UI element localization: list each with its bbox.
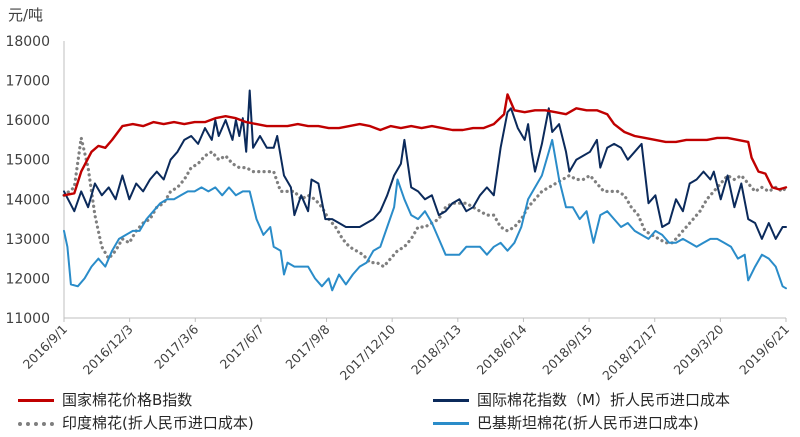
- legend-label: 印度棉花(折人民币进口成本): [62, 414, 254, 432]
- series-lines: [62, 89, 788, 292]
- legend-swatch-solid-blue: [433, 422, 469, 425]
- x-tick-label: 2017/12/10: [337, 321, 399, 383]
- legend-item-pakistan-cotton: 巴基斯坦棉花(折人民币进口成本): [433, 412, 699, 433]
- x-tick-label: 2019/6/21: [736, 322, 792, 378]
- legend-label: 国际棉花指数（M）折人民币进口成本: [477, 391, 730, 409]
- x-tick-label: 2018/3/13: [408, 322, 464, 378]
- x-tick-label: 2017/3/6: [151, 321, 201, 371]
- x-tick-label: 2016/12/3: [80, 322, 136, 378]
- legend-item-international-cotton-index-m: 国际棉花指数（M）折人民币进口成本: [433, 389, 730, 410]
- x-tick-label: 2018/9/15: [539, 322, 595, 378]
- legend-label: 国家棉花价格B指数: [62, 391, 193, 409]
- y-tick-label: 12000: [5, 271, 50, 287]
- y-tick-label: 11000: [5, 311, 50, 327]
- series-line-2: [62, 136, 788, 269]
- x-tick-label: 2018/12/17: [599, 322, 661, 384]
- legend-item-national-cotton-b-index: 国家棉花价格B指数: [18, 389, 192, 410]
- legend-swatch-dotted-gray: [18, 421, 54, 426]
- y-tick-label: 15000: [5, 153, 50, 169]
- legend-swatch-solid-red: [18, 399, 54, 402]
- y-tick-label: 16000: [5, 113, 50, 129]
- y-tick-labels: 18000 17000 16000 15000 14000 13000 12000 11000: [5, 34, 50, 327]
- y-axis-unit-label: 元/吨: [8, 6, 44, 24]
- x-tick-label: 2017/9/8: [282, 321, 332, 371]
- x-tick-label: 2019/3/20: [671, 321, 727, 377]
- legend-label: 巴基斯坦棉花(折人民币进口成本): [477, 414, 699, 432]
- y-tick-label: 13000: [5, 232, 50, 248]
- series-line-1: [63, 89, 787, 240]
- legend-swatch-solid-navy: [433, 399, 469, 402]
- y-tick-label: 17000: [5, 74, 50, 90]
- series-line-3: [63, 138, 787, 292]
- legend-item-india-cotton: 印度棉花(折人民币进口成本): [18, 412, 254, 433]
- y-tick-label: 18000: [5, 34, 50, 50]
- x-tick-label: 2017/6/7: [217, 322, 267, 372]
- chart-axes: [63, 41, 787, 322]
- series-line-0: [62, 93, 788, 197]
- x-tick-label: 2016/9/1: [20, 322, 70, 372]
- x-tick-label: 2018/6/14: [474, 321, 530, 377]
- x-tick-labels: 2016/9/1 2016/12/3 2017/3/6 2017/6/7 2017/9/…: [20, 321, 792, 383]
- y-tick-label: 14000: [5, 192, 50, 208]
